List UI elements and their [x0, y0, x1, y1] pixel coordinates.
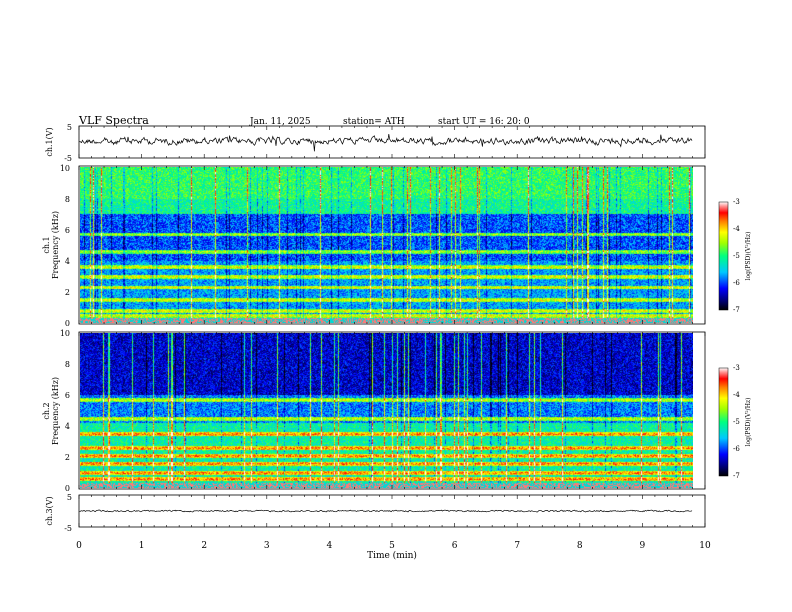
- ch1-waveform-line: [79, 134, 693, 152]
- ch2-spectrogram-ylabel-line1: ch.2: [42, 402, 51, 419]
- ch1-ytick-6: 6: [65, 226, 70, 235]
- xtick-8: 8: [577, 541, 583, 551]
- ch2-cbar-tick-m7: -7: [733, 472, 740, 480]
- ch1-spectrogram-ylabel-line2: Frequency (kHz): [51, 211, 60, 279]
- ch2-ytick-0: 0: [65, 484, 70, 493]
- ch1-ytick-2: 2: [65, 288, 70, 297]
- xtick-7: 7: [514, 541, 520, 551]
- xtick-2: 2: [201, 541, 207, 551]
- ch1-cbar-tick-m4: -4: [733, 225, 740, 233]
- xtick-1: 1: [139, 541, 145, 551]
- ch3-waveform-ylabel: ch.3(V): [45, 496, 54, 525]
- ch1-colorbar: -3 -4 -5 -6 -7 log(PSD)(V²/Hz): [718, 198, 752, 314]
- ch1-cbar-tick-m6: -6: [733, 279, 740, 287]
- ch1-spectrogram-ylabel-line1: ch.1: [42, 236, 51, 253]
- xtick-3: 3: [264, 541, 270, 551]
- ch1-ytick-10: 10: [60, 164, 70, 173]
- ch2-cbar-tick-m5: -5: [733, 418, 740, 426]
- xtick-6: 6: [452, 541, 458, 551]
- xtick-5: 5: [389, 541, 395, 551]
- ch3-waveform-line: [79, 509, 693, 513]
- ch1-yticks: 0 2 4 6 8 10: [60, 164, 70, 328]
- ch2-ytick-8: 8: [65, 360, 70, 369]
- date-label: Jan. 11, 2025: [249, 117, 311, 127]
- ch1-ytick-0: 0: [65, 319, 70, 328]
- ch2-ytick-4: 4: [65, 422, 70, 431]
- ch1-ytick-8: 8: [65, 195, 70, 204]
- ch2-spectrogram-ylabel-line2: Frequency (kHz): [51, 377, 60, 445]
- ch2-colorbar-label: log(PSD)(V²/Hz): [745, 398, 752, 447]
- ch1-cbar-tick-m3: -3: [733, 198, 740, 206]
- ch1-colorbar-gradient: [718, 201, 729, 311]
- ch1-waveform-frame: [78, 125, 706, 159]
- ch2-cbar-tick-m3: -3: [733, 364, 740, 372]
- ch2-ytick-6: 6: [65, 391, 70, 400]
- xtick-0: 0: [76, 541, 82, 551]
- ch1-ytick-4: 4: [65, 257, 70, 266]
- ch1-ytick-top: 5: [67, 123, 72, 132]
- ch1-colorbar-label: log(PSD)(V²/Hz): [745, 232, 752, 281]
- x-axis-label: Time (min): [367, 550, 417, 561]
- ch1-ytick-bottom: -5: [64, 154, 72, 163]
- frame-tick-marks: [78, 126, 706, 527]
- ch3-ytick-top: 5: [67, 493, 72, 502]
- xtick-10: 10: [699, 541, 711, 551]
- ch2-ytick-10: 10: [60, 329, 70, 338]
- ch2-ytick-2: 2: [65, 453, 70, 462]
- ch3-ytick-bottom: -5: [64, 524, 72, 533]
- ch2-spectrogram-image: [80, 333, 693, 488]
- ch2-cbar-tick-m4: -4: [733, 391, 740, 399]
- ch1-spectrogram-panel: 0 2 4 6 8 10 ch.1 Frequency (kHz): [42, 164, 706, 328]
- ch2-colorbar-gradient: [718, 367, 729, 477]
- ch1-cbar-tick-m7: -7: [733, 306, 740, 314]
- station-label: station= ATH: [343, 117, 405, 127]
- ch2-cbar-tick-m6: -6: [733, 445, 740, 453]
- ch1-spectrogram-image: [80, 167, 693, 323]
- start-time-label: start UT = 16: 20: 0: [438, 117, 530, 127]
- xtick-4: 4: [327, 541, 333, 551]
- x-axis: 0 1 2 3 4 5 6 7 8 9 10 Time (min): [76, 541, 711, 561]
- ch3-waveform-panel: 5 -5 ch.3(V): [45, 493, 706, 533]
- ch1-waveform-panel: 5 -5 ch.1(V): [45, 123, 706, 163]
- ch2-colorbar: -3 -4 -5 -6 -7 log(PSD)(V²/Hz): [718, 364, 752, 480]
- ch1-waveform-ylabel: ch.1(V): [45, 127, 54, 156]
- ch2-spectrogram-panel: 0 2 4 6 8 10 ch.2 Frequency (kHz): [42, 329, 706, 493]
- xtick-9: 9: [640, 541, 646, 551]
- figure-title: VLF Spectra: [78, 114, 149, 127]
- ch1-cbar-tick-m5: -5: [733, 252, 740, 260]
- ch2-yticks: 0 2 4 6 8 10: [60, 329, 70, 493]
